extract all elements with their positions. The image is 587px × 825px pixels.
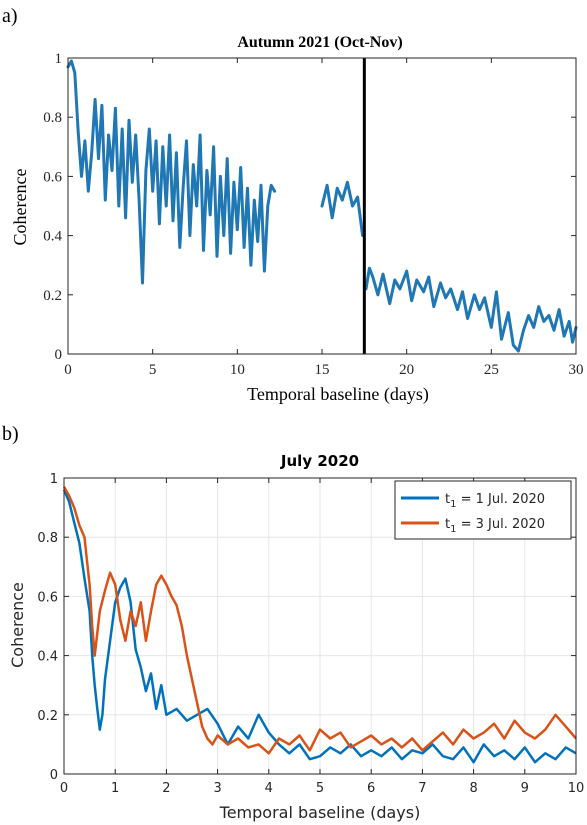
chart-b-ytick-label-2: 0.4	[37, 650, 58, 665]
chart-a-series-0-segment-0	[66, 59, 277, 285]
chart-b-legend-sub-0: 1	[450, 499, 456, 510]
chart-b-legend-suffix-1: = 3 Jul. 2020	[456, 517, 545, 532]
chart-b-xlabel: Temporal baseline (days)	[219, 803, 421, 822]
chart-a-xtick-label-6: 30	[569, 362, 584, 378]
chart-a-ytick-label-5: 1	[55, 51, 63, 67]
chart-a-title: Autumn 2021 (Oct-Nov)	[237, 34, 402, 51]
chart-a-ytick-label-4: 0.8	[43, 110, 62, 126]
chart-a-xtick-label-1: 5	[149, 362, 157, 378]
panel-label-b: b)	[2, 423, 19, 445]
chart-a-xtick-label-5: 25	[484, 362, 499, 378]
chart-a-series-0-segment-1	[320, 180, 365, 238]
chart-b-legend-prefix-1: t	[445, 517, 450, 532]
chart-b-xtick-label-2: 2	[162, 781, 170, 796]
chart-a-xtick-label-2: 10	[230, 362, 245, 378]
chart-b-series-1	[62, 486, 577, 755]
chart-b-legend-box	[394, 480, 572, 540]
chart-a-ytick-label-0: 0	[55, 347, 63, 363]
chart-a-ytick-label-1: 0.2	[43, 288, 62, 304]
panel-label-a: a)	[2, 5, 18, 27]
chart-b-xtick-label-7: 7	[418, 781, 426, 796]
chart-b-xtick-label-4: 4	[265, 781, 273, 796]
chart-b-xtick-label-5: 5	[316, 781, 324, 796]
chart-b-xtick-label-0: 0	[60, 781, 68, 796]
chart-a-xtick-label-4: 20	[399, 362, 414, 378]
chart-b-ytick-label-0: 0	[50, 768, 58, 783]
chart-b-xtick-label-10: 10	[568, 781, 585, 796]
chart-a-series-0-segment-2	[364, 266, 578, 353]
chart-b-series-0	[62, 489, 577, 764]
chart-b-ytick-label-1: 0.2	[37, 709, 58, 724]
panel-b: b) July 2020 Temporal baseline (days) Co…	[2, 423, 584, 822]
chart-a-axes: 0 5 10 15 20 25 30 0 0.2 0.4 0.6 0.8 1	[43, 51, 583, 378]
chart-a-axes-box	[67, 57, 577, 355]
chart-b-xtick-label-9: 9	[521, 781, 529, 796]
chart-b-ylabel: Coherence	[8, 582, 27, 668]
panel-a: a) Autumn 2021 (Oct-Nov) Temporal baseli…	[2, 5, 584, 405]
chart-b-ytick-label-3: 0.6	[37, 590, 58, 605]
chart-b-xtick-label-1: 1	[111, 781, 119, 796]
chart-b-legend-entry-1: t1 = 3 Jul. 2020	[445, 517, 545, 535]
chart-b-ytick-label-4: 0.8	[37, 531, 58, 546]
chart-b-title: July 2020	[280, 452, 359, 470]
chart-b-ytick-label-5: 1	[50, 472, 58, 487]
chart-a-ytick-label-3: 0.6	[43, 169, 62, 185]
chart-a-xlabel: Temporal baseline (days)	[247, 384, 429, 405]
chart-a-ytick-label-2: 0.4	[43, 229, 62, 245]
chart-a-ylabel: Coherence	[10, 169, 30, 246]
chart-b-xtick-label-6: 6	[367, 781, 375, 796]
chart-b-legend-sub-1: 1	[450, 524, 456, 535]
chart-b-axes-box	[63, 477, 577, 775]
chart-b-xtick-label-8: 8	[469, 781, 477, 796]
chart-b-xtick-label-3: 3	[213, 781, 221, 796]
chart-b-legend-prefix-0: t	[445, 492, 450, 507]
chart-a-xtick-label-3: 15	[315, 362, 330, 378]
chart-b-legend-entry-0: t1 = 1 Jul. 2020	[445, 492, 545, 510]
chart-b-legend-suffix-0: = 1 Jul. 2020	[456, 492, 545, 507]
chart-a-xtick-label-0: 0	[64, 362, 72, 378]
